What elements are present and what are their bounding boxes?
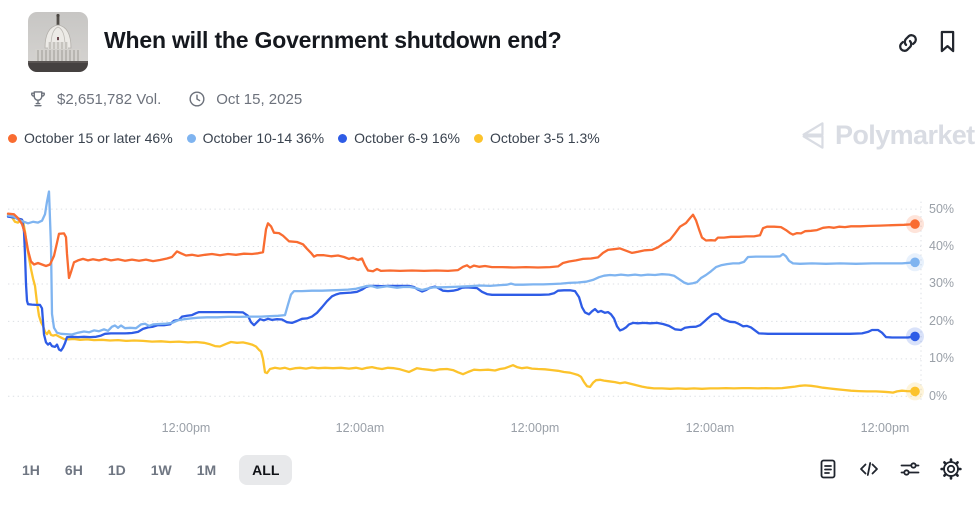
legend-dot-orange [8,133,17,143]
polymarket-logo-icon [802,122,824,149]
legend-label: October 10-14 [202,130,293,146]
page-title: When will the Government shutdown end? [104,27,562,53]
code-icon [860,462,878,476]
y-tick-label: 40% [929,239,955,254]
end-date-label: Oct 15, 2025 [216,90,303,108]
link-icon [899,34,917,52]
x-tick-label: 12:00pm [510,421,560,435]
legend-dot-light-blue [186,133,196,143]
legend-label: October 6-9 [354,130,429,146]
legend-dot-yellow [473,133,483,143]
legend-label: October 15 or later [24,130,141,146]
range-6h[interactable]: 6H [64,462,83,478]
time-range-toolbar: 1H 6H 1D 1W 1M ALL [20,455,293,485]
y-tick-label: 20% [929,313,955,328]
y-tick-label: 50% [929,201,955,216]
chart-tools [816,457,963,481]
legend-value: 36% [296,130,325,146]
embed-button[interactable] [857,457,881,481]
range-all[interactable]: ALL [239,455,293,485]
market-stats: $2,651,782 Vol. Oct 15, 2025 [28,89,302,109]
copy-link-button[interactable] [895,30,921,56]
legend-value: 46% [144,130,173,146]
settings-button[interactable] [939,457,963,481]
legend-value: 16% [431,130,460,146]
x-tick-label: 12:00pm [161,421,211,435]
gear-icon [940,458,962,480]
x-tick-label: 12:00am [335,421,385,435]
range-1d[interactable]: 1D [107,462,126,478]
clock-icon [187,89,207,109]
chart-settings-button[interactable] [898,457,922,481]
polymarket-watermark: Polymarket [797,120,975,151]
capitol-image [28,12,88,72]
legend-item-october-10-14[interactable]: October 10-14 36% [186,130,325,146]
legend-item-october-3-5[interactable]: October 3-5 1.3% [473,130,600,146]
range-1w[interactable]: 1W [150,462,172,478]
legend-label: October 3-5 [489,130,564,146]
chart-legend: October 15 or later 46% October 10-14 36… [8,130,600,146]
y-tick-label: 10% [929,351,955,366]
polymarket-logo-text: Polymarket [835,120,975,150]
document-icon [820,459,836,479]
sliders-icon [900,462,920,476]
legend-dot-blue [338,133,348,143]
market-thumbnail [28,12,88,72]
trophy-icon [28,89,48,109]
range-1h[interactable]: 1H [22,462,40,478]
x-tick-label: 12:00pm [860,421,910,435]
legend-value: 1.3% [567,130,600,146]
bookmark-button[interactable] [934,28,961,55]
legend-item-october-6-9[interactable]: October 6-9 16% [338,130,460,146]
legend-item-october-15-or-later[interactable]: October 15 or later 46% [8,130,173,146]
range-1m[interactable]: 1M [196,462,217,478]
y-tick-label: 0% [929,388,948,403]
x-tick-label: 12:00am [685,421,735,435]
volume-label: $2,651,782 Vol. [57,90,162,108]
order-book-button[interactable] [816,457,840,481]
bookmark-icon [940,30,955,53]
y-tick-label: 30% [929,276,955,291]
